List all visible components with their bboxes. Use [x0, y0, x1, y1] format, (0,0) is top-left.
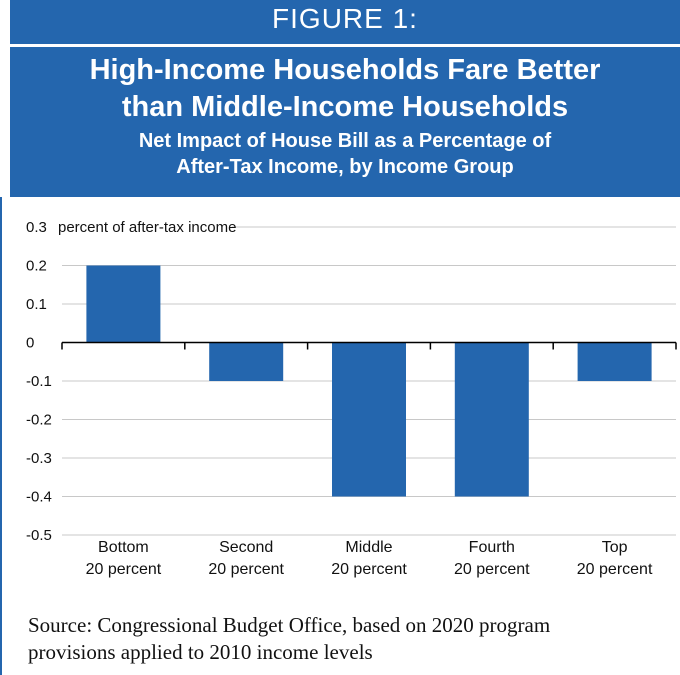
x-category-label: Bottom: [98, 539, 149, 556]
bar-chart: 0.3 percent of after-tax income 0.2 0.1 0 -0.…: [26, 219, 677, 578]
x-category-label: Second: [219, 539, 273, 556]
bar: [209, 342, 284, 381]
x-category-label: 20 percent: [208, 561, 284, 578]
x-category-label: 20 percent: [86, 561, 162, 578]
chart-title-line-2: than Middle-Income Households: [121, 91, 569, 123]
source-line-1: Source: Congressional Budget Office, bas…: [28, 613, 551, 637]
chart-subtitle-line-2: After-Tax Income, by Income Group: [176, 156, 514, 178]
x-category-label: 20 percent: [454, 561, 530, 578]
chart-title-line-1: High-Income Households Fare Better: [89, 54, 601, 86]
figure-header: FIGURE 1: High-Income Households Fare Be…: [10, 0, 680, 197]
chart-title: High-Income Households Fare Better than …: [10, 52, 680, 126]
x-category-label: 20 percent: [577, 561, 653, 578]
y-tick-label: -0.4: [26, 489, 52, 506]
chart-subtitle-line-1: Net Impact of House Bill as a Percentage…: [138, 130, 552, 152]
bar: [332, 342, 406, 497]
y-tick-label: -0.2: [26, 412, 52, 429]
y-tick-label: 0: [26, 335, 34, 352]
chart-subtitle: Net Impact of House Bill as a Percentage…: [10, 128, 680, 180]
x-category-label: 20 percent: [331, 561, 407, 578]
x-category-label: Middle: [345, 539, 392, 556]
y-tick-label: -0.5: [26, 527, 52, 544]
y-axis-unit-label: percent of after-tax income: [58, 219, 236, 236]
figure-label: FIGURE 1:: [272, 3, 418, 34]
y-tick-label: 0.3: [26, 219, 47, 236]
y-tick-label: 0.1: [26, 296, 47, 313]
bar: [86, 265, 161, 343]
y-tick-label: 0.2: [26, 258, 47, 275]
source-note: Source: Congressional Budget Office, bas…: [28, 612, 673, 666]
y-tick-label: -0.1: [26, 373, 52, 390]
header-divider: [10, 44, 680, 47]
x-category-label: Fourth: [469, 539, 515, 556]
source-line-2: provisions applied to 2010 income levels: [28, 640, 373, 664]
bar: [577, 342, 652, 381]
bar: [454, 342, 529, 497]
y-tick-label: -0.3: [26, 450, 52, 467]
left-border: [0, 197, 2, 675]
x-category-label: Top: [602, 539, 628, 556]
